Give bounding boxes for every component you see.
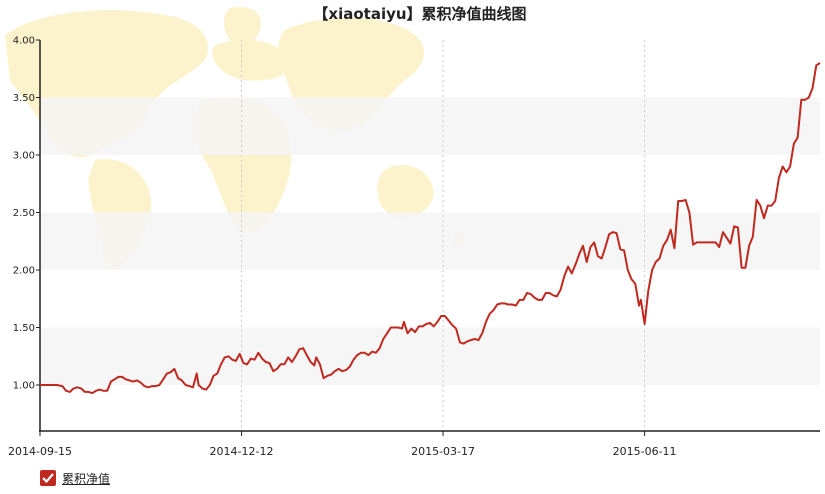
axes (39, 40, 820, 432)
y-tick-label: 3.00 (13, 151, 35, 162)
y-tick-label: 1.00 (13, 381, 35, 392)
legend-label: 累积净值 (62, 471, 111, 486)
legend-item-cumulative-nav[interactable]: 累积净值 (40, 469, 110, 487)
series-layer (40, 62, 821, 395)
y-tick-label: 2.50 (13, 208, 35, 219)
y-axis-ticks: 1.00 1.50 2.00 2.50 3.00 3.50 4.00 (13, 36, 40, 392)
y-tick-label: 1.50 (13, 323, 35, 334)
grid-band (40, 97, 820, 155)
x-tick-label: 2014-09-15 (8, 445, 72, 458)
grid-bands (40, 97, 820, 385)
x-tick-label: 2014-12-12 (210, 445, 274, 458)
x-tick-label: 2015-06-11 (613, 445, 677, 458)
legend-checkbox-icon[interactable] (40, 470, 56, 486)
x-axis-ticks: 2014-09-15 2014-12-12 2015-03-17 2015-06-11 (8, 431, 677, 458)
y-tick-label: 3.50 (13, 93, 35, 104)
y-tick-label: 4.00 (13, 36, 35, 47)
chart-title: 【xiaotaiyu】累积净值曲线图 (313, 5, 526, 23)
y-tick-label: 2.00 (13, 266, 35, 277)
x-tick-label: 2015-03-17 (411, 445, 475, 458)
series-line-cumulative-nav (40, 62, 821, 395)
grid-band (40, 212, 820, 270)
vertical-grid (241, 40, 646, 431)
grid-band (40, 327, 820, 385)
checkmark-icon (42, 473, 54, 484)
